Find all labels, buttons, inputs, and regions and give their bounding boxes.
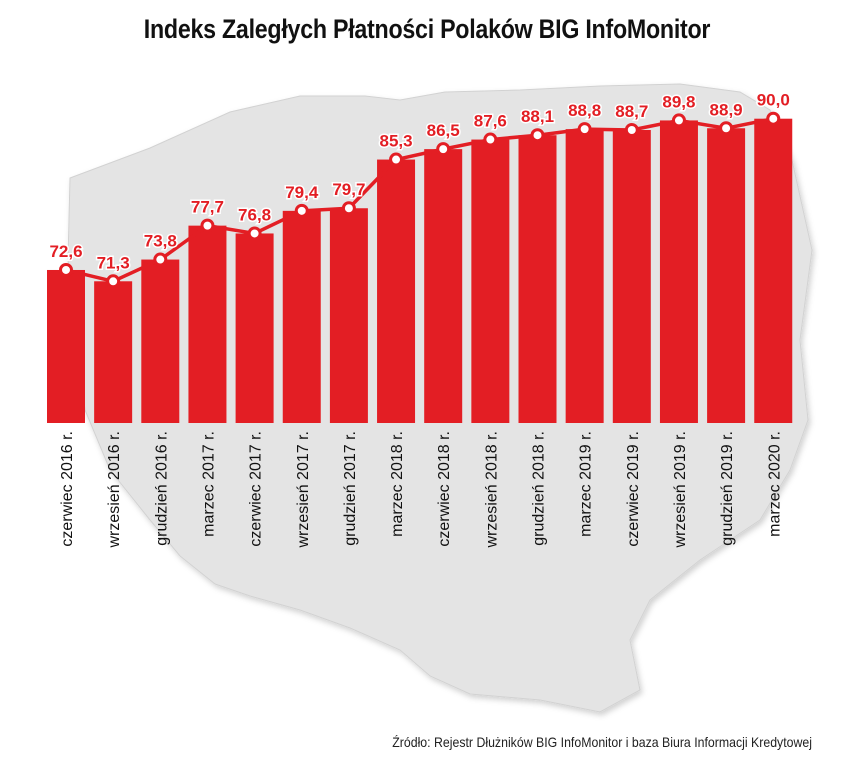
data-value-label: 79,4 (285, 183, 319, 202)
data-value-label: 87,6 (474, 112, 507, 131)
data-point-marker (247, 226, 262, 241)
data-point-marker (719, 121, 734, 136)
data-point-marker (59, 262, 73, 277)
bar (141, 259, 180, 423)
x-tick-label: marzec 2020 r. (766, 431, 783, 537)
x-tick-label: wrzesień 2016 r. (106, 431, 123, 549)
bars-group (47, 118, 793, 424)
x-tick-label: marzec 2018 r. (389, 431, 406, 537)
data-point-marker (389, 152, 404, 167)
bar (424, 149, 463, 423)
data-point-marker (341, 201, 356, 216)
bar (612, 129, 651, 423)
x-tick-label: czerwiec 2018 r. (436, 431, 453, 547)
data-value-label: 71,3 (97, 253, 130, 272)
data-point-marker (200, 218, 215, 233)
x-tick-label: grudzień 2018 r. (531, 431, 548, 546)
data-value-label: 77,7 (191, 198, 224, 217)
x-tick-label: grudzień 2016 r. (153, 431, 170, 546)
bar (518, 135, 557, 424)
data-point-marker (530, 128, 545, 143)
bar (565, 129, 604, 423)
x-tick-label: grudzień 2017 r. (342, 431, 359, 546)
bar (282, 210, 321, 423)
x-tick-label: grudzień 2019 r. (719, 431, 736, 546)
data-value-label: 88,1 (521, 107, 554, 126)
bar (94, 281, 133, 423)
data-value-label: 88,8 (568, 101, 601, 120)
data-value-label: 72,6 (49, 242, 82, 261)
x-tick-label: wrzesień 2017 r. (295, 431, 312, 549)
data-value-label: 86,5 (427, 121, 460, 140)
x-tick-label: wrzesień 2018 r. (483, 431, 500, 549)
chart-title: Indeks Zaległych Płatności Polaków BIG I… (143, 14, 711, 44)
data-point-marker (624, 122, 639, 137)
data-point-marker (766, 111, 781, 126)
data-point-marker (153, 252, 168, 267)
x-tick-label: marzec 2019 r. (578, 431, 595, 537)
bar (235, 233, 274, 423)
data-point-marker (671, 113, 686, 128)
x-tick-label: wrzesień 2019 r. (672, 431, 689, 549)
x-tick-label: czerwiec 2016 r. (59, 431, 76, 547)
data-point-marker (106, 274, 121, 289)
data-value-label: 88,7 (615, 102, 648, 121)
bar (188, 225, 227, 423)
bar (471, 139, 510, 424)
data-value-label: 88,9 (710, 100, 743, 119)
markers-group (59, 111, 781, 289)
series-line (65, 116, 774, 284)
data-value-label: 73,8 (144, 232, 177, 251)
data-point-marker (436, 142, 451, 157)
data-value-label: 89,8 (662, 92, 695, 111)
x-tick-labels: czerwiec 2016 r. wrzesień 2016 r. grudzień… (59, 431, 783, 549)
value-labels: 72,6 71,3 73,8 77,7 76,8 79,4 79,7 85,3 86,5 87,6… (48, 89, 791, 274)
bar (754, 118, 793, 423)
data-value-label: 79,7 (332, 180, 365, 199)
data-point-marker (577, 122, 592, 137)
data-value-label: 76,8 (238, 205, 271, 224)
x-tick-label: czerwiec 2019 r. (625, 431, 642, 547)
bar (707, 128, 746, 423)
bar (377, 159, 416, 423)
bar (329, 208, 368, 423)
data-point-marker (483, 132, 498, 147)
x-tick-label: marzec 2017 r. (200, 431, 217, 537)
data-point-marker (294, 203, 309, 218)
x-tick-label: czerwiec 2017 r. (248, 431, 265, 547)
bar (659, 120, 698, 423)
bar (47, 269, 85, 423)
data-value-label: 90,0 (757, 91, 790, 110)
source-note: Źródło: Rejestr Dłużników BIG InfoMonito… (392, 734, 812, 750)
data-value-label: 85,3 (380, 132, 413, 151)
